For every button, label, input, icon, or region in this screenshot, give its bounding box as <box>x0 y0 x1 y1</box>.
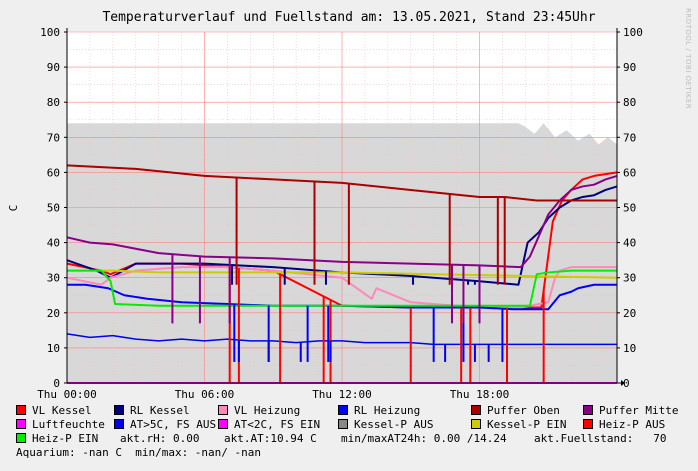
y-tick-label-left: 10 <box>47 342 60 355</box>
legend-item-puffer-mitte: Puffer Mitte <box>583 404 678 418</box>
legend-swatch <box>471 419 481 429</box>
y-tick-label-left: 0 <box>53 377 60 390</box>
legend-label: AT<2C, FS EIN <box>234 418 321 431</box>
legend-label: VL Heizung <box>234 404 301 417</box>
legend-item-at-5c-fs-aus: AT>5C, FS AUS <box>114 418 216 432</box>
y-tick-label-left: 30 <box>47 272 60 285</box>
series-line-puffer-mitte <box>66 174 618 269</box>
legend-swatch <box>218 419 228 429</box>
chart: Temperaturverlauf und Fuellstand am: 13.… <box>7 8 692 400</box>
legend-swatch <box>583 419 593 429</box>
x-tick-label: Thu 00:00 <box>37 388 97 400</box>
legend-item-heiz-p-ein: Heiz-P EIN <box>16 432 98 446</box>
axis-ticks: 0 0 10 10 20 20 30 30 40 40 50 50 60 60 70 70 80 80 90 90 10… <box>37 26 643 400</box>
y-tick-label-left: 90 <box>47 61 60 74</box>
minmax-at-readout: min/maxAT24h: 0.00 /14.24 <box>341 432 507 445</box>
legend-item-vl-kessel: VL Kessel <box>16 404 92 418</box>
y-tick-label-right: 100 <box>623 26 643 39</box>
legend-label: Kessel-P AUS <box>354 418 434 431</box>
legend-label: Puffer Oben <box>487 404 560 417</box>
legend-item-puffer-oben: Puffer Oben <box>471 404 560 418</box>
legend-label: Puffer Mitte <box>599 404 679 417</box>
legend-swatch <box>338 419 348 429</box>
legend-swatch <box>16 419 26 429</box>
y-tick-label-left: 60 <box>47 166 60 179</box>
series-lines <box>66 164 618 384</box>
y-tick-label-right: 50 <box>623 202 636 215</box>
y-tick-label-left: 40 <box>47 237 60 250</box>
rh-readout: akt.rH: 0.00 <box>120 432 200 445</box>
series-line-kessel-p-ein <box>67 269 618 279</box>
legend-item-heiz-p-aus: Heiz-P AUS <box>583 418 665 432</box>
chart-title: Temperaturverlauf und Fuellstand am: 13.… <box>102 10 595 25</box>
y-tick-label-right: 80 <box>623 96 636 109</box>
fuellstand-readout: akt.Fuellstand: 70 <box>534 432 667 445</box>
legend-swatch <box>218 405 228 415</box>
legend-label: Heiz-P AUS <box>599 418 666 431</box>
legend-label: Kessel-P EIN <box>487 418 567 431</box>
legend-item-rl-heizung: RL Heizung <box>338 404 420 418</box>
series-line-heiz-p-ein <box>67 269 617 307</box>
y-tick-label-right: 40 <box>623 237 636 250</box>
legend-row-3: Heiz-P EIN akt.rH: 0.00 akt.AT:10.94 C m… <box>16 432 688 446</box>
axes <box>64 28 625 386</box>
legend-label: VL Kessel <box>32 404 92 417</box>
legend-label: AT>5C, FS AUS <box>130 418 217 431</box>
legend-item-rl-kessel: RL Kessel <box>114 404 190 418</box>
series-line-at-5c-fs-aus <box>66 333 617 346</box>
aquarium-readout: Aquarium: -nan C min/max: -nan/ -nan <box>16 446 262 459</box>
series-line-rl-kessel <box>66 185 618 286</box>
y-axis-label: C <box>7 205 20 212</box>
legend-item-at-2c-fs-ein: AT<2C, FS EIN <box>218 418 320 432</box>
legend-swatch <box>16 405 26 415</box>
x-tick-label: Thu 12:00 <box>312 388 372 400</box>
y-tick-label-left: 70 <box>47 131 60 144</box>
y-tick-label-left: 100 <box>40 26 60 39</box>
legend-label: RL Kessel <box>130 404 190 417</box>
x-tick-label: Thu 06:00 <box>175 388 235 400</box>
y-tick-label-right: 90 <box>623 61 636 74</box>
y-tick-label-right: 30 <box>623 272 636 285</box>
legend-swatch <box>471 405 481 415</box>
x-tick-label: Thu 18:00 <box>450 388 510 400</box>
y-tick-label-left: 20 <box>47 307 60 320</box>
legend-item-kessel-p-ein: Kessel-P EIN <box>471 418 566 432</box>
legend-row-4: Aquarium: -nan C min/max: -nan/ -nan <box>16 446 688 460</box>
legend-item-kessel-p-aus: Kessel-P AUS <box>338 418 433 432</box>
legend-row-2: Luftfeuchte AT>5C, FS AUS AT<2C, FS EIN Kes… <box>16 418 688 432</box>
y-tick-label-left: 50 <box>47 202 60 215</box>
legend-swatch <box>16 433 26 443</box>
y-tick-label-left: 80 <box>47 96 60 109</box>
series-line-puffer-oben <box>66 164 617 202</box>
legend-item-vl-heizung: VL Heizung <box>218 404 300 418</box>
legend-item-luftfeuchte: Luftfeuchte <box>16 418 105 432</box>
legend-label: Heiz-P EIN <box>32 432 99 445</box>
legend-swatch <box>114 405 124 415</box>
legend-row-1: VL Kessel RL Kessel VL Heizung RL Heizung Pu… <box>16 404 688 418</box>
legend: VL Kessel RL Kessel VL Heizung RL Heizung Pu… <box>16 404 688 460</box>
y-tick-label-right: 20 <box>623 307 636 320</box>
y-tick-label-right: 60 <box>623 166 636 179</box>
rrdtool-credit: RRDTOOL / TOBI OETIKER <box>684 8 692 109</box>
x-axis-arrow <box>621 380 625 386</box>
legend-swatch <box>338 405 348 415</box>
y-tick-label-right: 0 <box>623 377 630 390</box>
at-readout: akt.AT:10.94 C <box>224 432 317 445</box>
y-tick-label-right: 10 <box>623 342 636 355</box>
legend-label: RL Heizung <box>354 404 421 417</box>
legend-label: Luftfeuchte <box>32 418 105 431</box>
legend-swatch <box>583 405 593 415</box>
y-tick-label-right: 70 <box>623 131 636 144</box>
legend-swatch <box>114 419 124 429</box>
